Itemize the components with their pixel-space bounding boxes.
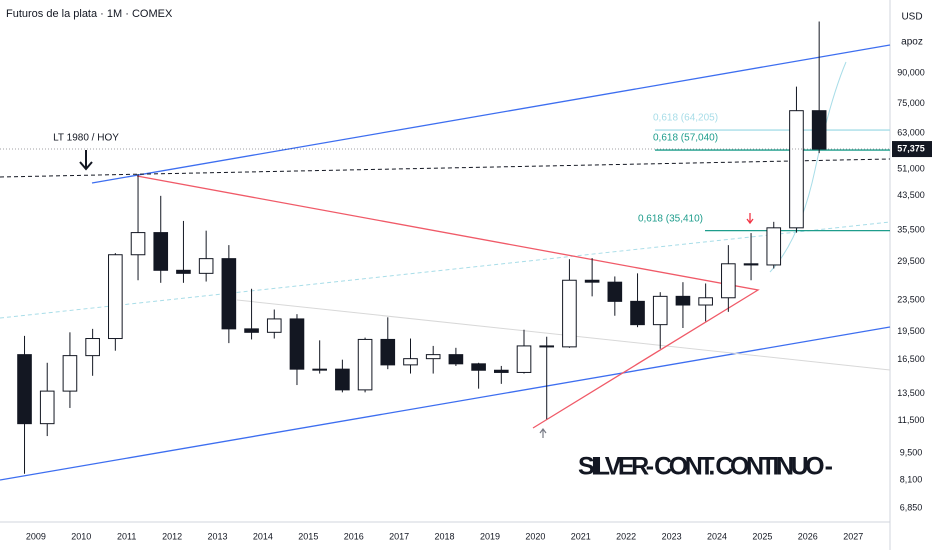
y-tick-label: 9,500 — [900, 447, 923, 457]
candle-body — [652, 295, 668, 326]
triangle-lines — [136, 175, 760, 429]
up-arrow — [539, 428, 547, 438]
fib-label: 0,618 (35,410) — [638, 213, 703, 224]
candle-body — [493, 369, 509, 373]
x-tick-label: 2022 — [616, 531, 636, 541]
last-price-label: 57,375 — [897, 143, 925, 153]
x-tick-label: 2018 — [435, 531, 455, 541]
y-tick-label: 51,000 — [897, 163, 925, 173]
x-tick-label: 2015 — [298, 531, 318, 541]
y-tick-label: 43,500 — [897, 190, 925, 200]
y-tick-label: 16,500 — [897, 354, 925, 364]
x-tick-label: 2024 — [707, 531, 727, 541]
x-tick-label: 2016 — [344, 531, 364, 541]
candle-body — [130, 232, 146, 256]
y-tick-label: 6,850 — [900, 503, 923, 513]
candle-body — [721, 263, 736, 299]
candle-body — [584, 279, 600, 283]
x-tick-label: 2017 — [389, 531, 409, 541]
y-tick-label: 35,500 — [897, 225, 925, 235]
candle-body — [17, 354, 32, 425]
y-tick-label: 75,000 — [897, 98, 925, 108]
y-tick-label: 23,500 — [897, 294, 925, 304]
candle-body — [425, 354, 441, 360]
x-tick-label: 2026 — [798, 531, 818, 541]
candle-body — [198, 258, 214, 274]
x-tick-label: 2020 — [525, 531, 545, 541]
candle-body — [380, 338, 396, 366]
x-tick-label: 2013 — [207, 531, 227, 541]
x-tick-label: 2027 — [843, 531, 863, 541]
x-tick-label: 2011 — [117, 531, 136, 541]
x-tick-label: 2025 — [752, 531, 772, 541]
currency[interactable]: USD — [901, 12, 922, 23]
y-tick-label: 8,100 — [900, 474, 923, 484]
candle-body — [562, 279, 577, 348]
x-tick-label: 2012 — [162, 531, 182, 541]
y-tick-label: 29,500 — [897, 256, 925, 266]
fib-label: 0,618 (64,205) — [653, 113, 718, 124]
candle-body — [312, 368, 327, 371]
x-tick-label: 2023 — [662, 531, 682, 541]
candle-body — [607, 281, 623, 302]
candle-body — [244, 328, 259, 333]
candle-body — [630, 300, 645, 326]
y-tick-label: 13,500 — [897, 388, 925, 398]
candle-body — [471, 363, 486, 371]
candle-body — [698, 297, 713, 306]
arrow-down — [79, 150, 93, 171]
x-tick-label: 2009 — [26, 531, 46, 541]
lower-channel-line — [0, 326, 891, 481]
candle-body — [743, 263, 759, 266]
candle-body — [448, 354, 464, 365]
y-tick-label: 11,500 — [898, 415, 925, 425]
candle-body — [289, 318, 305, 370]
candle-body — [539, 345, 555, 348]
candle-body — [335, 368, 350, 391]
x-tick-label: 2014 — [253, 531, 273, 541]
last-price-box — [892, 141, 932, 158]
red-arrow — [746, 213, 754, 225]
y-tick-label: 19,500 — [897, 326, 925, 336]
x-tick-label: 2021 — [571, 531, 591, 541]
y-tick-label: 90,000 — [897, 67, 925, 77]
dashed-trendline — [0, 221, 891, 319]
candle-body — [789, 110, 804, 229]
candle-body — [403, 358, 418, 366]
candle-body — [516, 345, 532, 373]
candle-body — [85, 338, 100, 357]
candle-body — [221, 258, 237, 330]
curve-line — [769, 61, 847, 273]
unit: apoz — [901, 37, 923, 48]
annotation-big: SILVER- CONT. CONTINUO - — [578, 453, 833, 481]
upper-channel-line — [91, 44, 891, 184]
chart-title: Futuros de la plata · 1M · COMEX — [6, 8, 173, 20]
candle-body — [39, 390, 55, 425]
candle-body — [176, 269, 191, 274]
candle-body — [62, 355, 78, 392]
annotation: LT 1980 / HOY — [53, 133, 119, 144]
candle-body — [811, 110, 827, 150]
lt-1980-line — [0, 158, 891, 178]
candle-body — [357, 338, 373, 391]
y-tick-label: 63,000 — [897, 128, 925, 138]
candle-body — [675, 295, 691, 306]
candle-body — [108, 254, 123, 340]
candle-body — [766, 227, 782, 266]
x-tick-label: 2010 — [71, 531, 91, 541]
candle-body — [153, 232, 169, 271]
x-tick-label: 2019 — [480, 531, 500, 541]
candle-body — [266, 318, 282, 333]
fib-label: 0,618 (57,040) — [653, 133, 718, 144]
